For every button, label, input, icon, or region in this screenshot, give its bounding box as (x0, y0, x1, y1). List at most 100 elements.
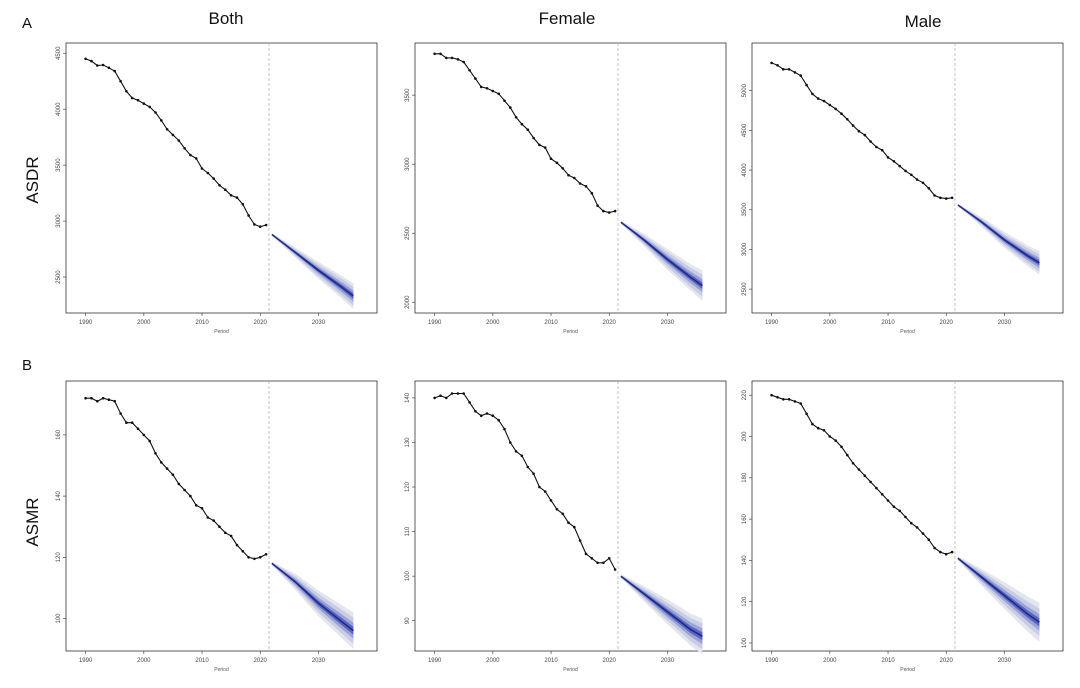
observed-point (520, 122, 524, 126)
observed-point (165, 128, 169, 131)
observed-line (434, 53, 616, 214)
observed-point (846, 118, 849, 121)
observed-point (160, 119, 163, 122)
observed-point (229, 194, 233, 197)
observed-point (136, 427, 140, 431)
observed-point (165, 467, 169, 470)
observed-point (485, 87, 489, 90)
observed-point (828, 103, 832, 107)
observed-point (218, 525, 221, 528)
observed-point (119, 412, 122, 415)
x-tick-label: 2030 (661, 658, 675, 664)
observed-point (782, 398, 785, 401)
observed-point (875, 145, 878, 149)
observed-point (183, 488, 186, 492)
observed-point (101, 63, 105, 67)
observed-point (497, 418, 501, 422)
column-title-both: Both (208, 9, 244, 28)
observed-point (509, 441, 512, 444)
x-tick-label: 2030 (998, 658, 1012, 664)
observed-point (602, 209, 605, 213)
x-axis-title: Period (214, 329, 229, 335)
observed-point (224, 531, 227, 535)
observed-point (218, 184, 221, 187)
plot-frame (65, 380, 378, 652)
observed-point (229, 534, 233, 538)
x-tick-label: 1990 (428, 320, 442, 326)
observed-point (235, 196, 239, 199)
observed-point (596, 204, 599, 207)
y-tick-label: 2000 (405, 295, 411, 309)
observed-point (822, 99, 826, 103)
y-tick-label: 160 (56, 429, 62, 440)
observed-point (474, 77, 477, 80)
plot-frame (414, 42, 727, 314)
y-tick-label: 3000 (405, 157, 411, 171)
y-tick-label: 3500 (742, 202, 748, 216)
observed-point (194, 157, 198, 160)
observed-point (154, 452, 157, 455)
observed-point (613, 568, 617, 571)
observed-point (875, 486, 878, 490)
observed-point (160, 461, 163, 464)
observed-point (578, 182, 582, 185)
observed-point (241, 203, 245, 206)
x-tick-label: 2000 (486, 320, 500, 326)
observed-point (509, 106, 512, 109)
y-tick-label: 4500 (56, 46, 62, 60)
observed-point (503, 427, 506, 431)
projection-line (620, 221, 703, 287)
observed-point (538, 143, 541, 147)
observed-point (898, 509, 901, 513)
x-tick-label: 2020 (254, 658, 268, 664)
y-tick-label: 100 (405, 570, 411, 581)
chart-asdr-male: 1990 2000 2010 2020 2030 2500 3000 3500 4000 4500… (742, 42, 1064, 335)
observed-point (805, 83, 808, 87)
prediction-interval-band-2 (271, 562, 354, 644)
observed-point (468, 401, 471, 404)
observed-point (915, 178, 919, 181)
observed-point (113, 69, 116, 73)
x-tick-label: 2010 (544, 320, 558, 326)
observed-point (793, 400, 797, 403)
observed-point (130, 421, 134, 425)
x-tick-label: 2010 (195, 658, 209, 664)
observed-point (514, 116, 518, 119)
observed-point (439, 394, 442, 398)
observed-point (596, 561, 599, 565)
observed-point (119, 79, 122, 83)
y-tick-label: 100 (742, 637, 748, 648)
observed-point (584, 185, 588, 188)
observed-point (811, 422, 814, 426)
observed-point (235, 543, 239, 547)
chart-asmr-female: 1990 2000 2010 2020 2030 90 100 110 120 130 140 Per… (405, 380, 727, 673)
y-tick-label: 3500 (56, 158, 62, 172)
observed-point (264, 553, 268, 556)
observed-point (590, 191, 594, 195)
observed-point (462, 392, 466, 395)
observed-point (857, 129, 861, 133)
observed-point (834, 107, 837, 111)
observed-point (590, 557, 594, 560)
y-tick-label: 160 (742, 513, 748, 524)
y-tick-label: 2500 (742, 282, 748, 296)
y-tick-label: 120 (742, 596, 748, 607)
observed-point (613, 209, 617, 213)
y-tick-label: 2500 (405, 226, 411, 240)
observed-point (567, 521, 570, 524)
x-axis-title: Period (900, 329, 915, 335)
observed-point (520, 454, 524, 458)
x-tick-label: 2000 (823, 658, 837, 664)
y-tick-label: 200 (742, 431, 748, 442)
observed-point (136, 98, 140, 102)
observed-point (148, 439, 151, 443)
x-tick-label: 2020 (603, 320, 617, 326)
observed-point (456, 392, 460, 395)
observed-point (793, 71, 797, 74)
observed-point (148, 105, 151, 109)
y-tick-label: 120 (405, 481, 411, 492)
x-tick-label: 2010 (881, 320, 895, 326)
y-tick-label: 220 (742, 390, 748, 401)
observed-point (206, 516, 210, 519)
observed-point (584, 552, 588, 556)
